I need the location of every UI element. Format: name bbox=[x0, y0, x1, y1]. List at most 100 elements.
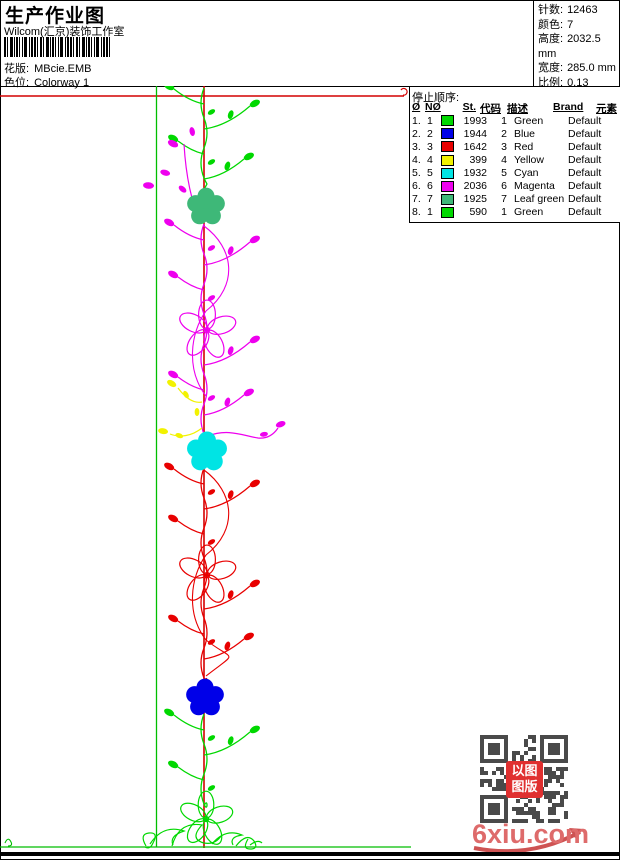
thread-color-cell bbox=[441, 128, 457, 140]
thread-description: Green bbox=[514, 114, 544, 127]
barcode-bar bbox=[65, 37, 66, 57]
thread-color-cell bbox=[441, 115, 457, 127]
thread-description: Yellow bbox=[514, 153, 544, 166]
info-value: 12463 bbox=[567, 4, 598, 16]
barcode-bar bbox=[55, 37, 56, 57]
barcode-bar bbox=[86, 37, 87, 57]
barcode bbox=[4, 37, 116, 57]
info-row: 宽度: 285.0 mm bbox=[538, 61, 618, 76]
studio-name: Wilcom(汇京)装饰工作室 bbox=[4, 26, 125, 38]
info-row: 颜色: 7 bbox=[538, 18, 618, 33]
barcode-bar bbox=[43, 37, 44, 57]
thread-color-cell bbox=[441, 206, 457, 218]
page-bottom-rule bbox=[0, 852, 620, 856]
barcode-bar bbox=[4, 37, 6, 57]
thread-description: Cyan bbox=[514, 166, 539, 179]
barcode-bar bbox=[19, 37, 20, 57]
barcode-bar bbox=[106, 37, 108, 57]
outline-flower bbox=[179, 299, 237, 358]
barcode-bar bbox=[37, 37, 38, 57]
barcode-bar bbox=[7, 37, 8, 57]
thread-description: Red bbox=[514, 140, 534, 153]
thread-color-swatch bbox=[441, 154, 454, 166]
barcode-bar bbox=[40, 37, 42, 57]
thread-description: Magenta bbox=[514, 180, 555, 193]
barcode-bar bbox=[101, 37, 102, 57]
table-row: 5. 5 1932 5 Cyan Default bbox=[410, 166, 619, 179]
stitch-count: 1932 bbox=[463, 166, 487, 179]
barcode-bar bbox=[73, 37, 74, 57]
stop-number: 4. bbox=[412, 153, 421, 166]
info-label: 颜色: bbox=[538, 18, 564, 31]
table-row: 3. 3 1642 3 Red Default bbox=[410, 140, 619, 153]
thread-brand: Default bbox=[568, 180, 602, 193]
barcode-bar bbox=[58, 37, 59, 57]
column-header: Ø bbox=[412, 101, 421, 113]
info-value: 285.0 mm bbox=[567, 62, 616, 75]
stop-sequence-rows: 1. 1 1993 1 Green Default 2. 2 1944 2 Blue Default 3… bbox=[410, 114, 619, 219]
qr-stamp-line2: 图版 bbox=[511, 779, 538, 794]
thread-color-cell bbox=[441, 167, 457, 179]
barcode-bar bbox=[79, 37, 80, 57]
thread-code: 1 bbox=[501, 206, 507, 219]
thread-color-cell bbox=[441, 193, 457, 205]
thread-brand: Default bbox=[568, 153, 602, 166]
solid-flower bbox=[187, 187, 225, 225]
info-label: 高度: bbox=[538, 33, 564, 46]
barcode-bar bbox=[46, 37, 49, 57]
barcode-bar bbox=[82, 37, 85, 57]
thread-color-swatch bbox=[441, 115, 454, 127]
table-row: 6. 6 2036 6 Magenta Default bbox=[410, 179, 619, 192]
yellow-accents bbox=[158, 379, 203, 439]
thread-code: 1 bbox=[501, 114, 507, 127]
watermark-text: 6xiu.com bbox=[472, 819, 590, 849]
barcode-bar bbox=[67, 37, 69, 57]
column-header: NØ bbox=[425, 101, 441, 113]
design-file-label: 花版: bbox=[4, 63, 30, 75]
stitch-count: 399 bbox=[469, 153, 487, 166]
table-row: 2. 2 1944 2 Blue Default bbox=[410, 127, 619, 140]
needle-number: 4 bbox=[427, 153, 433, 166]
stop-number: 6. bbox=[412, 180, 421, 193]
colorway-line: 色位: Colorway 1 bbox=[4, 74, 89, 90]
thread-color-swatch bbox=[441, 128, 454, 140]
info-label: 针数: bbox=[538, 4, 564, 16]
solid-flower bbox=[186, 678, 224, 716]
column-header: 描述 bbox=[507, 103, 528, 115]
needle-number: 3 bbox=[427, 140, 433, 153]
column-header: 元素 bbox=[596, 103, 617, 115]
info-label: 比例: bbox=[538, 76, 564, 89]
qr-stamp-line1: 以图 bbox=[511, 763, 538, 778]
solid-flower bbox=[187, 431, 227, 471]
thread-code: 3 bbox=[501, 140, 507, 153]
thread-color-swatch bbox=[441, 193, 454, 205]
info-value: 7 bbox=[567, 18, 574, 31]
barcode-bar bbox=[76, 37, 78, 57]
thread-color-cell bbox=[441, 141, 457, 153]
magenta-overlay bbox=[143, 127, 286, 439]
thread-code: 5 bbox=[501, 166, 507, 179]
info-label: 宽度: bbox=[538, 62, 564, 75]
barcode-bar bbox=[10, 37, 13, 57]
thread-color-swatch bbox=[441, 206, 454, 218]
needle-number: 6 bbox=[427, 180, 433, 193]
barcode-bar bbox=[96, 37, 99, 57]
stitch-count: 1925 bbox=[463, 193, 487, 206]
barcode-bar bbox=[14, 37, 15, 57]
needle-number: 5 bbox=[427, 166, 433, 179]
watermark-swoosh bbox=[473, 828, 584, 854]
colorway-value: Colorway 1 bbox=[34, 77, 90, 89]
barcode-bar bbox=[103, 37, 105, 57]
table-row: 8. 1 590 1 Green Default bbox=[410, 206, 619, 219]
stop-number: 5. bbox=[412, 166, 421, 179]
thread-color-swatch bbox=[441, 141, 454, 153]
thread-brand: Default bbox=[568, 127, 602, 140]
qr-stamp: 以图 图版 bbox=[506, 761, 543, 798]
design-file-line: 花版: MBcie.EMB bbox=[4, 60, 92, 76]
barcode-bar bbox=[94, 37, 95, 57]
barcode-bar bbox=[52, 37, 54, 57]
info-value: 0.13 bbox=[567, 76, 589, 89]
barcode-bar bbox=[29, 37, 30, 57]
thread-code: 2 bbox=[501, 127, 507, 140]
thread-color-cell bbox=[441, 180, 457, 192]
